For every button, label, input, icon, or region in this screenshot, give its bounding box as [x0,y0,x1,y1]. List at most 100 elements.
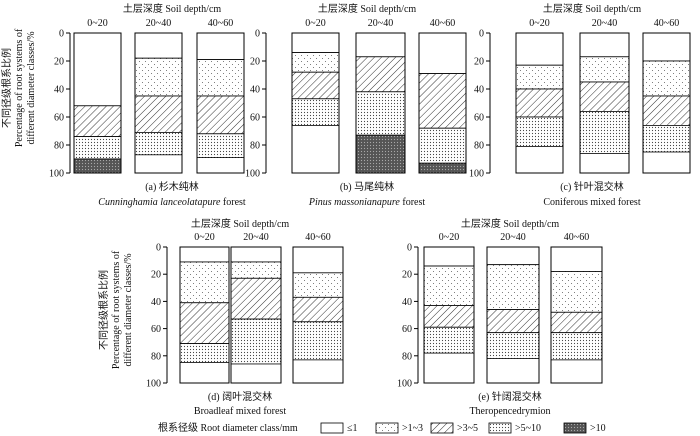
category-label: 40~60 [654,18,679,29]
bar-segment-diagonal [550,311,603,334]
bar-outline [486,246,540,384]
bar-outline [291,32,340,174]
y-tick-label: 40 [54,85,64,96]
y-tick-label: 80 [151,351,161,362]
y-tick-label: 0 [59,29,64,40]
legend: 根系径级 Root diameter class/mm ≤1 >1~3 >3~5 >5… [158,421,606,434]
bar-segment-dark [418,162,467,174]
caption-en-plain: forest [400,197,425,208]
bar-segment-blank [73,32,122,107]
bar-outline [292,246,344,384]
bar-segment-dense-dots [196,133,245,159]
ylabel-en-1: Percentage of root systems of [14,28,25,147]
bar-segment-sparse-dots [423,265,475,306]
bar-segment-sparse-dots [134,57,183,97]
y-tick-label: 60 [54,113,64,124]
bar-segment-dense-dots [355,91,406,136]
y-tick-label: 60 [474,113,484,124]
bar-segment-diagonal [179,302,230,344]
panel-top-title: 土层深度 Soil depth/cm [461,217,560,230]
category-label: 40~60 [208,18,233,29]
y-tick-label: 80 [402,351,412,362]
y-tick-label: 60 [402,324,412,335]
bar-segment-dark [73,158,122,174]
bar-segment-blank [291,32,340,54]
y-tick-label: 20 [474,57,484,68]
panel-caption-cn: (e) 针阔混交林 [478,390,542,403]
bar-segment-sparse-dots [179,261,230,304]
bar-segment-sparse-dots [230,261,282,279]
bar-outline [134,32,183,174]
bar-segment-diagonal [292,296,344,323]
panel-top-title: 土层深度 Soil depth/cm [318,2,417,15]
y-tick-label: 40 [402,297,412,308]
ylabel-group-top: 不同径级根系比例 Percentage of root systems of d… [0,28,37,147]
y-tick-label: 80 [250,141,260,152]
bar-segment-diagonal [418,73,467,129]
y-tick-label: 80 [54,141,64,152]
y-tick-label: 0 [407,243,412,254]
bar-segment-sparse-dots [292,272,344,298]
bar-outline [355,32,406,174]
bar-segment-dense-dots [515,116,564,147]
bar-segment-sparse-dots [550,271,603,313]
y-tick-label: 80 [474,141,484,152]
bar-outline [418,32,467,174]
bar-outline [179,246,230,384]
bar-segment-dense-dots [179,343,230,363]
ylabel-cn: 不同径级根系比例 [97,270,110,350]
bar-segment-diagonal [230,277,282,320]
legend-label: >3~5 [457,423,478,434]
bar-segment-sparse-dots [515,64,564,90]
bar-outline [515,32,564,174]
ylabel-en-1: Percentage of root systems of [111,250,122,369]
category-label: 40~60 [305,232,330,243]
panel-caption-en: Broadleaf mixed forest [194,406,286,417]
panel-caption-en: Coniferous mixed forest [543,197,640,208]
y-tick-label: 20 [54,57,64,68]
bar-segment-blank [134,32,183,59]
panel-caption-en: Theropencedrymion [469,406,550,417]
bar-segment-blank [579,32,630,58]
bar-segment-dense-dots [423,326,475,354]
legend-swatch-diagonal [430,422,454,434]
y-tick-label: 100 [146,379,161,390]
bar-segment-diagonal [579,81,630,112]
panel-caption-en: Cunninghamia lanceolatapure forest [98,197,246,208]
bar-segment-dense-dots [418,127,467,164]
bar-segment-blank [423,246,475,267]
bar-segment-blank [196,32,245,61]
panel-c: 土层深度 Soil depth/cm (c) 针叶混交林 Coniferous … [469,2,691,208]
y-tick-label: 40 [151,297,161,308]
bar-segment-dense-dots [230,318,282,365]
bar-segment-dense-dots [642,125,691,153]
category-label: 0~20 [305,18,325,29]
bar-segment-blank [515,32,564,66]
bar-segment-diagonal [291,71,340,100]
bar-outline [423,246,475,384]
bar-segment-diagonal [73,105,122,138]
category-label: 0~20 [87,18,107,29]
panel-top-title: 土层深度 Soil depth/cm [123,2,222,15]
ylabel-en-2: different diameter classes/% [26,31,37,144]
legend-label: >1~3 [402,423,423,434]
category-label: 0~20 [529,18,549,29]
category-label: 40~60 [564,232,589,243]
y-tick-label: 20 [151,270,161,281]
panel-top-title: 土层深度 Soil depth/cm [191,217,290,230]
bar-segment-diagonal [515,88,564,118]
bar-segment-sparse-dots [486,264,540,310]
bar-segment-diagonal [642,95,691,126]
bar-outline [230,246,282,384]
y-tick-label: 100 [245,169,260,180]
panel-e: 土层深度 Soil depth/cm (e) 针阔混交林 Theropenced… [397,217,603,417]
bar-segment-diagonal [134,95,183,133]
bar-segment-blank [292,246,344,274]
bar-outline [579,32,630,174]
panel-top-title: 土层深度 Soil depth/cm [543,2,642,15]
bar-segment-dark [355,134,406,174]
legend-swatch-blank [320,422,344,434]
caption-en-plain: Theropencedrymion [469,406,550,417]
caption-en-plain: Broadleaf mixed forest [194,406,286,417]
ylabel-cn: 不同径级根系比例 [0,48,13,128]
